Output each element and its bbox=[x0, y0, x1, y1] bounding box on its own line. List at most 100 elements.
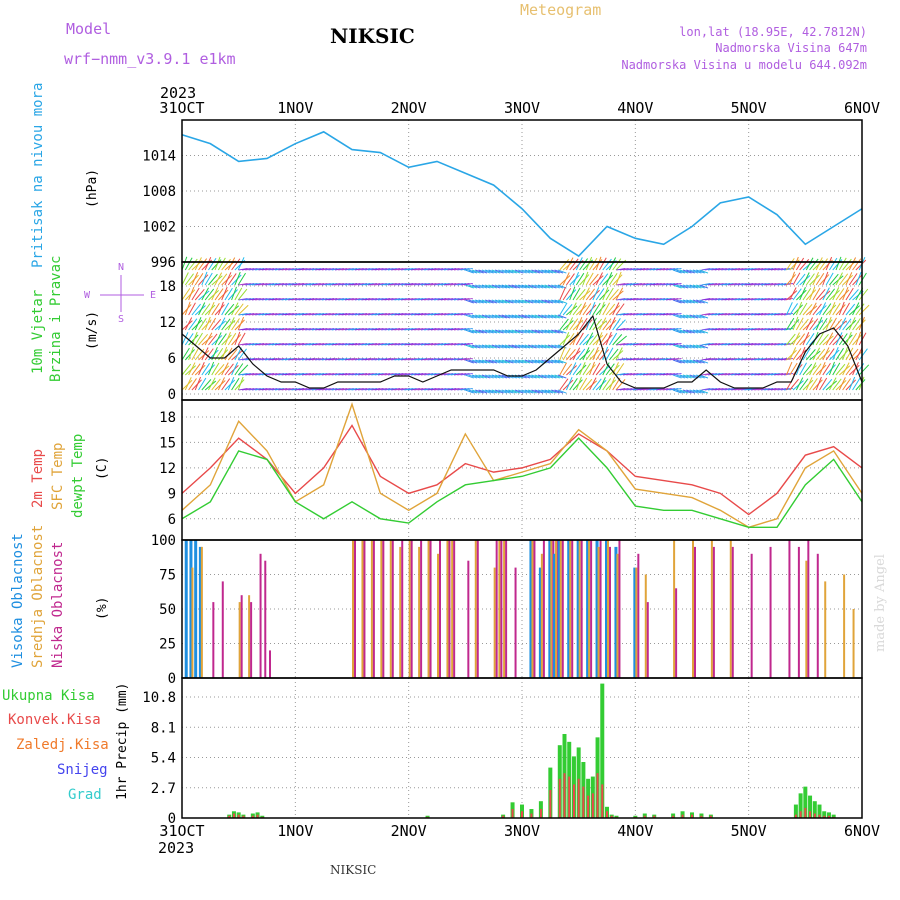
wind-barb bbox=[255, 342, 265, 346]
wind-barb bbox=[699, 344, 709, 349]
wind-barb bbox=[481, 299, 491, 304]
wind-barb bbox=[559, 362, 568, 376]
wind-barb bbox=[737, 282, 747, 286]
wind-barb bbox=[792, 332, 800, 346]
wind-barb bbox=[238, 327, 248, 331]
wind-barb bbox=[478, 269, 488, 274]
cloud-low-bar bbox=[221, 581, 224, 678]
wind-barb bbox=[331, 282, 341, 286]
wind-barb bbox=[377, 267, 387, 271]
wind-barb bbox=[757, 297, 767, 301]
wind-barb bbox=[311, 312, 321, 316]
wind-barb bbox=[384, 342, 394, 346]
wind-barb bbox=[361, 342, 371, 346]
wind-barb bbox=[364, 372, 374, 376]
wind-barb bbox=[234, 303, 244, 316]
wind-barb bbox=[245, 342, 255, 346]
wind-barb bbox=[491, 269, 501, 274]
wind-barb bbox=[384, 327, 394, 331]
wind-barb bbox=[815, 364, 827, 376]
precip-total-bar bbox=[826, 812, 831, 818]
wind-barb bbox=[217, 257, 226, 271]
wind-barb bbox=[707, 312, 718, 316]
wind-barb bbox=[238, 342, 248, 346]
wind-barb bbox=[750, 387, 760, 391]
wind-barb bbox=[231, 362, 239, 376]
wind-barb bbox=[410, 327, 420, 331]
wind-barb bbox=[646, 312, 656, 316]
wind-barb bbox=[557, 389, 567, 394]
precip-conv-bar bbox=[794, 814, 797, 818]
wind-barb bbox=[484, 299, 494, 304]
wind-barb bbox=[194, 317, 202, 331]
wind-barb bbox=[689, 314, 699, 319]
wind-barb bbox=[767, 357, 777, 361]
wind-barb bbox=[524, 314, 534, 319]
wind-barb bbox=[204, 272, 213, 286]
wind-barb bbox=[188, 274, 199, 286]
wind-barb bbox=[622, 357, 633, 361]
wind-barb bbox=[295, 312, 305, 316]
wind-barb bbox=[656, 342, 666, 346]
wind-barb bbox=[315, 327, 325, 331]
wind-barb bbox=[848, 376, 856, 391]
wind-barb bbox=[639, 357, 649, 361]
wind-barb bbox=[450, 312, 460, 316]
wind-barb bbox=[828, 301, 836, 316]
wind-barb bbox=[308, 372, 318, 376]
wind-barb bbox=[531, 344, 541, 349]
wind-barb bbox=[747, 372, 757, 376]
precip-unit: 1hr Precip (mm) bbox=[115, 683, 130, 800]
y-tick-label: 5.4 bbox=[151, 751, 176, 767]
wind-barb bbox=[575, 332, 584, 346]
wind-barb bbox=[754, 282, 764, 286]
compass-e: E bbox=[150, 290, 156, 301]
wind-barb bbox=[569, 334, 580, 346]
wind-barb bbox=[308, 267, 318, 271]
wind-barb bbox=[424, 387, 434, 391]
wind-barb bbox=[572, 379, 583, 391]
wind-barb bbox=[602, 318, 612, 331]
wind-barb bbox=[764, 357, 774, 361]
wind-barb bbox=[255, 312, 265, 316]
wind-barb bbox=[295, 297, 305, 301]
wind-barb bbox=[437, 387, 447, 391]
cloud-mid-bar bbox=[578, 540, 581, 678]
wind-barb bbox=[721, 387, 731, 391]
wind-barb bbox=[659, 297, 669, 301]
wind-barb bbox=[692, 314, 702, 319]
wind-barb bbox=[274, 387, 284, 391]
wind-barb bbox=[401, 372, 411, 376]
wind-barb bbox=[377, 357, 387, 361]
wind-barb bbox=[692, 329, 702, 334]
wind-barb bbox=[514, 389, 524, 394]
cloud-low-bar bbox=[769, 546, 772, 678]
wind-barb bbox=[531, 299, 541, 304]
wind-barb bbox=[659, 372, 669, 376]
wind-barb bbox=[284, 297, 294, 301]
wind-barb bbox=[699, 359, 709, 364]
wind-barb bbox=[354, 387, 364, 391]
wind-barb bbox=[324, 372, 335, 376]
wind-barb bbox=[457, 327, 467, 331]
wind-barb bbox=[632, 357, 642, 361]
wind-barb bbox=[248, 387, 258, 391]
wind-barb bbox=[855, 331, 862, 346]
wind-barb bbox=[572, 347, 581, 361]
wind-barb bbox=[457, 312, 467, 316]
wind-barb bbox=[544, 389, 554, 394]
wind-barb bbox=[367, 342, 378, 346]
wind-barb bbox=[348, 267, 358, 271]
wind-barb bbox=[184, 289, 196, 301]
wind-barb bbox=[572, 303, 582, 316]
cloud-mid-bar bbox=[427, 540, 430, 678]
wind-barb bbox=[789, 287, 797, 301]
wind-barb bbox=[575, 272, 585, 286]
wind-barb bbox=[248, 312, 258, 316]
wind-barb bbox=[245, 282, 255, 286]
wind-barb bbox=[828, 377, 837, 391]
wind-barb bbox=[344, 282, 354, 286]
cloud-low-bar bbox=[420, 540, 423, 678]
wind-barb bbox=[579, 377, 588, 391]
wind-barb bbox=[348, 327, 358, 331]
